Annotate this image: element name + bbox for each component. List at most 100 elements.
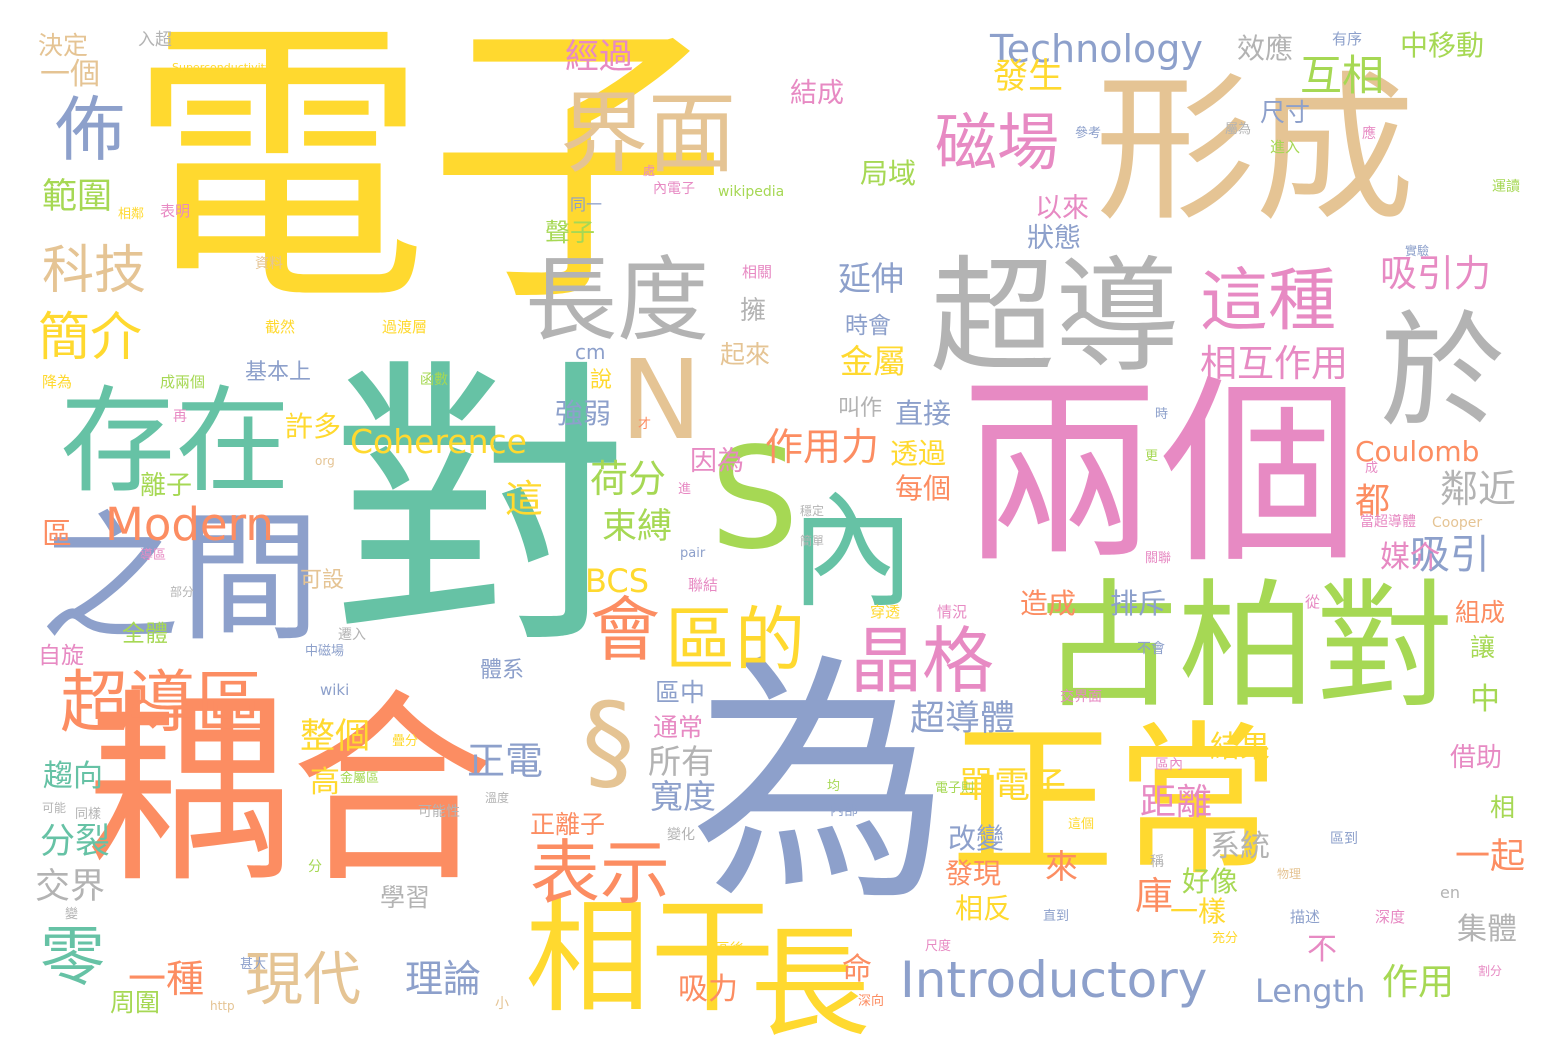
cloud-word: 許多 (285, 410, 342, 443)
cloud-word: Coulomb (1355, 435, 1480, 468)
cloud-word: 屬為 (1225, 122, 1252, 137)
cloud-word: 效應 (1237, 32, 1294, 65)
cloud-word: 區到 (1330, 831, 1358, 847)
cloud-word: 內部 (830, 803, 858, 819)
cloud-word: 對 (330, 335, 630, 684)
cloud-word: 運讀 (1492, 179, 1520, 195)
cloud-word: 入超 (138, 30, 172, 50)
cloud-word: 再 (173, 409, 187, 425)
cloud-word: Technology (990, 27, 1203, 71)
cloud-word: 長度 (525, 247, 710, 354)
cloud-word: 造成 (1020, 587, 1077, 620)
cloud-word: 電子則 (935, 781, 975, 796)
cloud-word: 相鄰 (118, 207, 145, 222)
cloud-word: 函數 (420, 372, 448, 388)
cloud-word: 鄰近 (1440, 467, 1517, 511)
cloud-word: 單電子 (958, 765, 1067, 806)
cloud-word: 參考 (1075, 126, 1102, 141)
cloud-word: 形成 (1095, 56, 1416, 243)
cloud-word: 交界 (35, 867, 106, 907)
cloud-word: 簡單 (800, 534, 825, 548)
cloud-word: 相關 (742, 263, 773, 281)
cloud-word: 區內 (1155, 757, 1183, 773)
cloud-word: 分 (308, 859, 322, 875)
cloud-word: 降為 (42, 373, 73, 391)
cloud-word: 稱 (1150, 854, 1164, 870)
cloud-word: 聲子 (545, 218, 596, 247)
cloud-word: 界面 (560, 82, 737, 185)
cloud-word: 發現 (945, 857, 1002, 890)
cloud-word: 整個 (300, 717, 371, 757)
cloud-word: 當超導體 (1360, 514, 1416, 530)
cloud-word: 溫度 (485, 791, 510, 805)
cloud-word: Cooper (1432, 515, 1483, 531)
cloud-word: 寬度 (650, 777, 716, 816)
cloud-word: 吸引 (1410, 532, 1490, 578)
cloud-word: 狀態 (1027, 223, 1081, 254)
cloud-word: 趨向 (43, 759, 103, 794)
cloud-word: 區中 (655, 678, 706, 707)
cloud-word: 小 (495, 996, 509, 1012)
cloud-word: wikipedia (718, 184, 785, 200)
cloud-word: 於 (1380, 300, 1505, 445)
cloud-word: 古柏對 (1040, 566, 1455, 727)
cloud-word: 好像 (1182, 865, 1239, 898)
cloud-word: BCS (585, 562, 650, 600)
cloud-word: 遷入 (338, 627, 366, 643)
cloud-word: § (582, 681, 635, 803)
cloud-word: 高 (310, 765, 340, 800)
cloud-word: 理論 (405, 957, 482, 1001)
cloud-word: 進入 (1270, 138, 1301, 156)
cloud-word: 金屬區 (340, 771, 380, 786)
cloud-word: 集體 (1457, 912, 1517, 947)
cloud-word: 耦合 (85, 673, 495, 911)
cloud-word: 處 (643, 164, 656, 178)
cloud-word: 簡介 (38, 308, 143, 368)
cloud-word: 表明 (160, 202, 191, 220)
cloud-word: 同一 (570, 195, 603, 214)
cloud-word: 穿透 (870, 603, 901, 621)
cloud-word: 超導區 (60, 664, 265, 743)
cloud-word: 相反 (955, 892, 1012, 925)
cloud-word: Length (1255, 972, 1366, 1010)
cloud-word: 一樣 (1170, 895, 1227, 928)
cloud-word: 讓 (1470, 633, 1496, 662)
cloud-word: 相互作用 (1200, 342, 1348, 385)
cloud-word: 應 (1362, 126, 1376, 142)
cloud-word: 均 (827, 779, 841, 794)
cloud-word: 割分 (1478, 964, 1503, 978)
cloud-word: 學習 (380, 883, 431, 912)
cloud-word: 改變 (948, 822, 1005, 855)
cloud-word: 擁 (740, 296, 767, 326)
cloud-word: Modern (105, 498, 274, 551)
cloud-word: 相干 (525, 885, 775, 1030)
cloud-word: 區的 (665, 599, 805, 681)
cloud-word: 相 (1490, 793, 1516, 822)
cloud-word: 有序 (1332, 30, 1363, 48)
cloud-word: 一起 (1455, 837, 1526, 877)
cloud-word: 之間 (40, 498, 321, 661)
cloud-word: 吸引力 (1380, 252, 1491, 295)
cloud-word: 同樣 (75, 807, 102, 822)
cloud-word: 尺度 (925, 939, 952, 954)
cloud-word: 描述 (1290, 908, 1321, 926)
cloud-word: 全體 (122, 621, 168, 647)
cloud-word: 叫作 (838, 396, 883, 421)
cloud-word: 透過 (890, 437, 947, 470)
cloud-word: en (1440, 883, 1460, 902)
cloud-word: 聯結 (688, 576, 719, 594)
cloud-word: 發生 (993, 57, 1064, 97)
cloud-word: 可能性 (418, 804, 460, 820)
cloud-word: 周圍 (110, 988, 161, 1017)
cloud-word: 變 (65, 907, 79, 922)
cloud-word: 強弱 (555, 397, 612, 430)
cloud-word: 一個 (40, 57, 100, 92)
cloud-word: 穩定 (800, 504, 825, 518)
cloud-word: 距離 (1140, 782, 1213, 823)
cloud-word: 不會 (1137, 641, 1165, 657)
cloud-word: 作用力 (765, 425, 880, 469)
cloud-word: 正電 (467, 739, 544, 783)
cloud-word: 不 (1307, 932, 1337, 967)
cloud-word: 結果 (1210, 730, 1270, 765)
